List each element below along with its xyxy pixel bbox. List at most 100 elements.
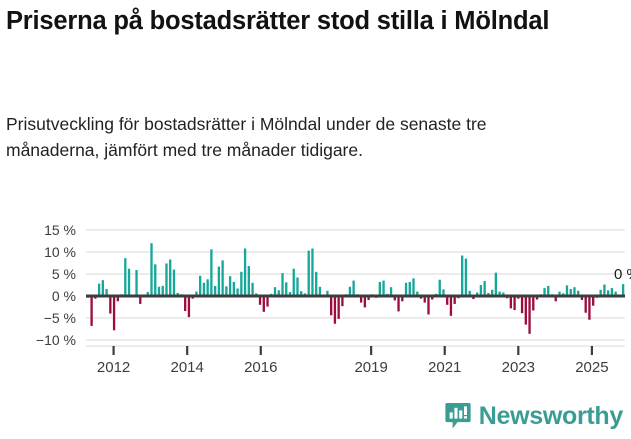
chart-bar: [247, 266, 250, 296]
chart-bar: [236, 288, 239, 296]
chart-bar: [468, 290, 471, 296]
chart-bar: [532, 296, 535, 311]
chart-bar: [187, 296, 191, 318]
chart-bar: [431, 296, 434, 300]
chart-bar: [127, 268, 131, 296]
chart-bar: [146, 292, 149, 296]
x-axis-tick-label: 2021: [428, 359, 461, 376]
chart-bar: [172, 269, 176, 296]
chart-bar: [232, 281, 236, 296]
chart-bar: [614, 291, 617, 296]
chart-bar: [427, 296, 430, 315]
chart-bar: [109, 296, 112, 314]
chart-bar: [449, 296, 453, 316]
chart-bar: [487, 292, 490, 296]
chart-bar: [318, 286, 322, 296]
chart-bar: [565, 285, 569, 296]
chart-bar: [139, 296, 142, 304]
x-axis-tick-label: 2019: [354, 359, 387, 376]
page-title: Priserna på bostadsrätter stod stilla i …: [6, 7, 550, 35]
chart-bar: [577, 290, 580, 296]
chart-bar: [184, 296, 187, 311]
chart-bar: [348, 286, 352, 296]
chart-bar: [251, 282, 254, 296]
chart-bar: [584, 296, 587, 313]
chart-bar: [165, 263, 168, 296]
bar-chart: 15 % 10 % 5 % 0 % −5 % −10 % 2012 2014 2016 2019 2…: [0, 222, 631, 387]
chart-bar: [195, 291, 198, 296]
chart-bar: [490, 289, 494, 296]
chart-bar: [352, 280, 355, 296]
y-axis-tick-label: −10 %: [36, 332, 76, 348]
chart-bar: [607, 290, 610, 296]
chart-bar: [112, 296, 116, 331]
chart-bar: [389, 287, 393, 296]
chart-bar: [243, 248, 247, 296]
chart-bar: [547, 285, 550, 296]
chart-bar: [599, 289, 602, 296]
chart-bar: [509, 296, 512, 309]
chart-bar: [90, 296, 93, 326]
x-axis-tick-label: 2023: [502, 359, 535, 376]
chart-bar: [397, 296, 400, 312]
chart-bar: [258, 296, 262, 305]
chart-bar: [569, 288, 572, 296]
chart-bar: [592, 296, 595, 306]
chart-bar: [161, 285, 164, 296]
chart-bar: [105, 288, 108, 296]
chart-bar: [524, 296, 527, 325]
chart-bar: [382, 280, 385, 296]
chart-bar: [494, 272, 498, 296]
chart-bar: [277, 290, 280, 296]
chart-bar: [124, 258, 127, 296]
chart-bar: [359, 296, 363, 303]
chart-bar: [535, 296, 539, 300]
chart-bar: [202, 282, 206, 296]
chart-bar: [610, 288, 614, 296]
chart-bar: [412, 278, 415, 296]
chart-bar: [213, 285, 217, 296]
bar-chart-speech-bubble-icon: [445, 403, 471, 429]
y-axis-tick-label: −5 %: [44, 310, 76, 326]
chart-bar: [315, 271, 318, 296]
chart-canvas: 15 % 10 % 5 % 0 % −5 % −10 % 2012 2014 2016 2019 2…: [36, 222, 631, 376]
chart-bar: [206, 279, 209, 296]
newsworthy-logo: Newsworthy: [445, 401, 623, 431]
x-axis-tick-label: 2014: [170, 359, 203, 376]
chart-bar: [603, 284, 606, 296]
chart-bar: [199, 275, 202, 296]
chart-bar: [621, 284, 625, 296]
chart-bar: [502, 292, 505, 296]
chart-bar: [288, 292, 292, 296]
chart-bar: [221, 260, 224, 296]
chart-bar: [520, 296, 524, 314]
x-axis-tick-label: 2012: [97, 359, 130, 376]
chart-bar: [543, 288, 546, 296]
chart-bar: [446, 296, 449, 305]
chart-bar: [588, 296, 591, 320]
chart-bar: [307, 250, 310, 296]
newsworthy-wordmark: Newsworthy: [478, 401, 624, 430]
chart-bar: [154, 264, 157, 296]
chart-bar: [461, 255, 464, 296]
chart-bar: [326, 290, 329, 296]
chart-bar: [479, 285, 483, 296]
chart-bar: [513, 296, 516, 311]
chart-bar: [240, 271, 243, 296]
chart-bar: [483, 281, 486, 296]
y-axis-tick-label: 5 %: [52, 266, 76, 282]
page-subtitle: Prisutveckling för bostadsrätter i Mölnd…: [6, 114, 487, 160]
chart-bar: [296, 277, 299, 296]
chart-bar: [176, 292, 179, 296]
chart-bar: [442, 289, 445, 296]
chart-bar: [150, 243, 153, 296]
chart-bar: [453, 296, 456, 304]
chart-bar: [580, 296, 584, 300]
chart-bar: [135, 270, 138, 296]
chart-bar: [573, 287, 576, 296]
chart-bar: [423, 296, 426, 303]
chart-bar: [210, 249, 213, 296]
chart-bar: [300, 291, 303, 296]
chart-bar: [408, 281, 411, 296]
chart-bar: [472, 296, 475, 300]
